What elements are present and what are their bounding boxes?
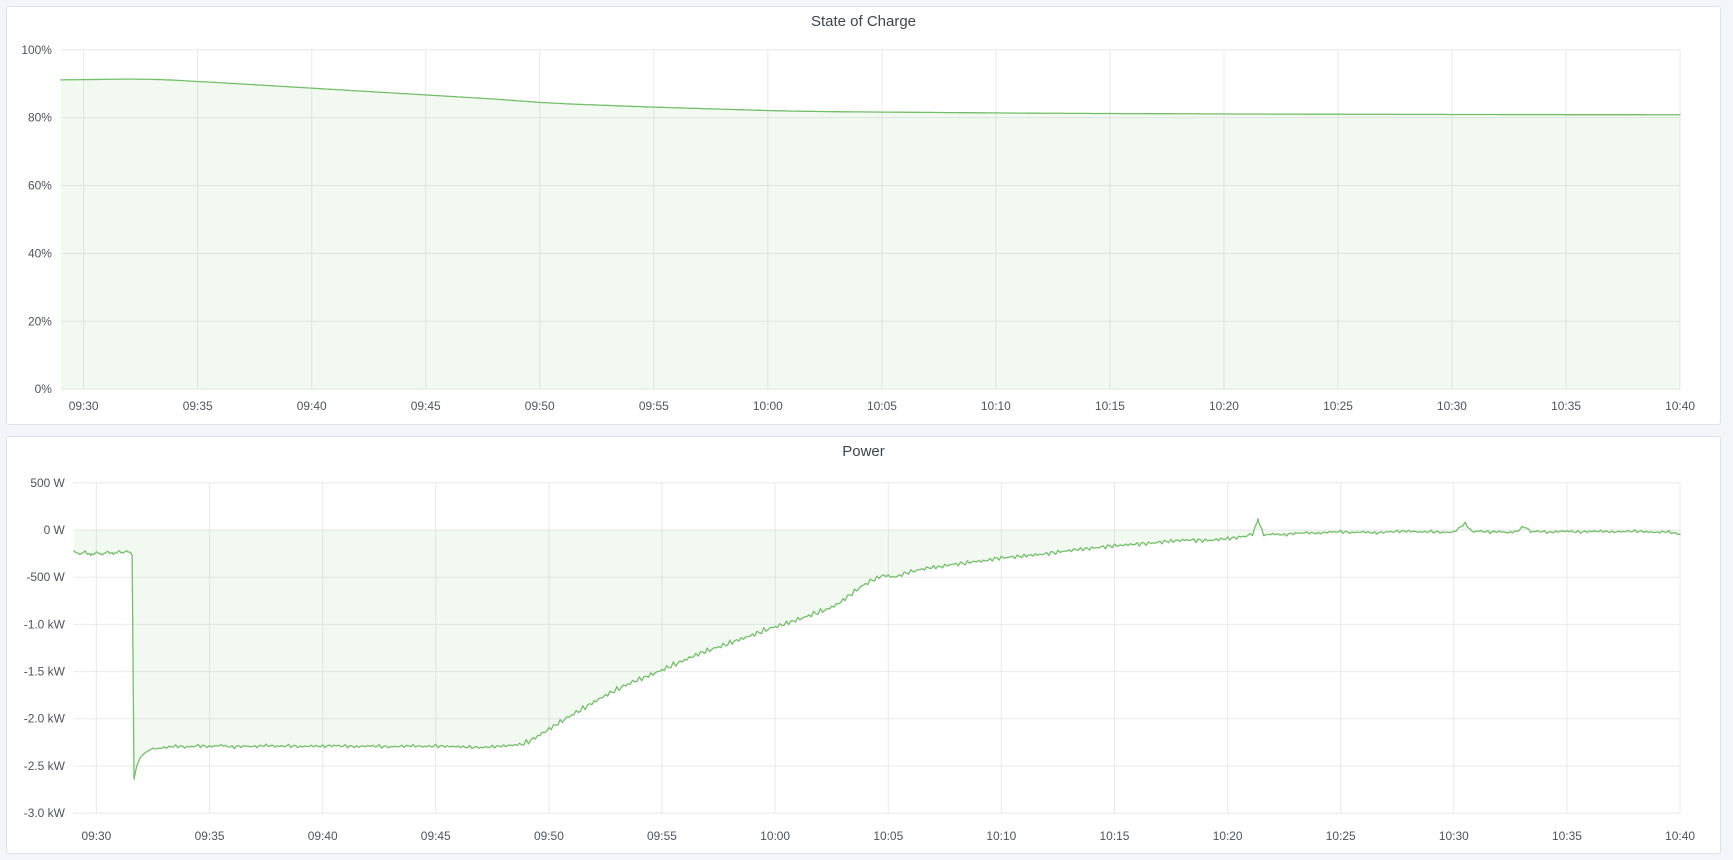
y-tick-label: -500 W xyxy=(26,570,65,584)
x-tick-label: 10:25 xyxy=(1323,399,1353,413)
x-tick-label: 09:35 xyxy=(183,399,213,413)
x-tick-label: 09:55 xyxy=(647,829,677,843)
x-tick-label: 09:30 xyxy=(69,399,99,413)
panel-power: Power 500 W 0 W -500 W -1.0 kW -1.5 kW -2.0 k… xyxy=(6,436,1721,854)
x-tick-label: 10:15 xyxy=(1100,829,1130,843)
y-tick-label: 500 W xyxy=(30,476,65,490)
y-tick-label: -2.0 kW xyxy=(24,712,66,726)
x-tick-label: 09:35 xyxy=(195,829,225,843)
x-tick-label: 09:30 xyxy=(81,829,111,843)
y-tick-label: 0% xyxy=(35,382,53,396)
power-chart-canvas[interactable]: 500 W 0 W -500 W -1.0 kW -1.5 kW -2.0 kW -2.5 … xyxy=(7,437,1720,853)
x-tick-label: 09:50 xyxy=(534,829,564,843)
x-tick-label: 10:40 xyxy=(1665,399,1695,413)
x-tick-label: 10:35 xyxy=(1552,829,1582,843)
x-tick-label: 09:45 xyxy=(421,829,451,843)
x-tick-label: 10:15 xyxy=(1095,399,1125,413)
y-tick-label: 60% xyxy=(28,179,52,193)
x-tick-label: 09:45 xyxy=(411,399,441,413)
panel-state-of-charge: State of Charge 100% 80% 60% 40% 20% 0% 09:30 0… xyxy=(6,6,1721,425)
y-tick-label: 100% xyxy=(21,43,52,57)
x-tick-label: 10:30 xyxy=(1439,829,1469,843)
x-tick-label: 10:00 xyxy=(760,829,790,843)
panel-title-power[interactable]: Power xyxy=(842,443,885,460)
y-tick-label: 20% xyxy=(28,314,52,328)
y-tick-label: -3.0 kW xyxy=(24,806,66,820)
x-tick-label: 10:20 xyxy=(1213,829,1243,843)
x-tick-label: 10:25 xyxy=(1326,829,1356,843)
series-line xyxy=(60,78,1681,116)
y-tick-label: 40% xyxy=(28,246,52,260)
panel-title-state-of-charge[interactable]: State of Charge xyxy=(810,13,917,30)
x-tick-label: 09:40 xyxy=(297,399,327,413)
x-tick-label: 10:05 xyxy=(867,399,897,413)
series-area-fill xyxy=(60,79,1681,390)
x-tick-label: 09:40 xyxy=(308,829,338,843)
x-tick-label: 10:05 xyxy=(873,829,903,843)
x-tick-label: 10:40 xyxy=(1665,829,1695,843)
x-tick-label: 10:00 xyxy=(753,399,783,413)
state-of-charge-chart-canvas[interactable]: 100% 80% 60% 40% 20% 0% 09:30 09:35 09:40 09:45 09… xyxy=(7,7,1720,424)
y-tick-label: 0 W xyxy=(44,523,66,537)
series-line xyxy=(73,518,1681,780)
x-tick-label: 10:10 xyxy=(986,829,1016,843)
y-tick-label: -1.0 kW xyxy=(24,617,66,631)
y-tick-label: -2.5 kW xyxy=(24,759,66,773)
x-tick-label: 09:55 xyxy=(639,399,669,413)
x-tick-label: 10:35 xyxy=(1551,399,1581,413)
y-tick-label: -1.5 kW xyxy=(24,665,66,679)
series-area-fill xyxy=(73,518,1681,780)
y-tick-label: 80% xyxy=(28,111,52,125)
x-tick-label: 10:10 xyxy=(981,399,1011,413)
x-tick-label: 09:50 xyxy=(525,399,555,413)
x-tick-label: 10:30 xyxy=(1437,399,1467,413)
x-tick-label: 10:20 xyxy=(1209,399,1239,413)
